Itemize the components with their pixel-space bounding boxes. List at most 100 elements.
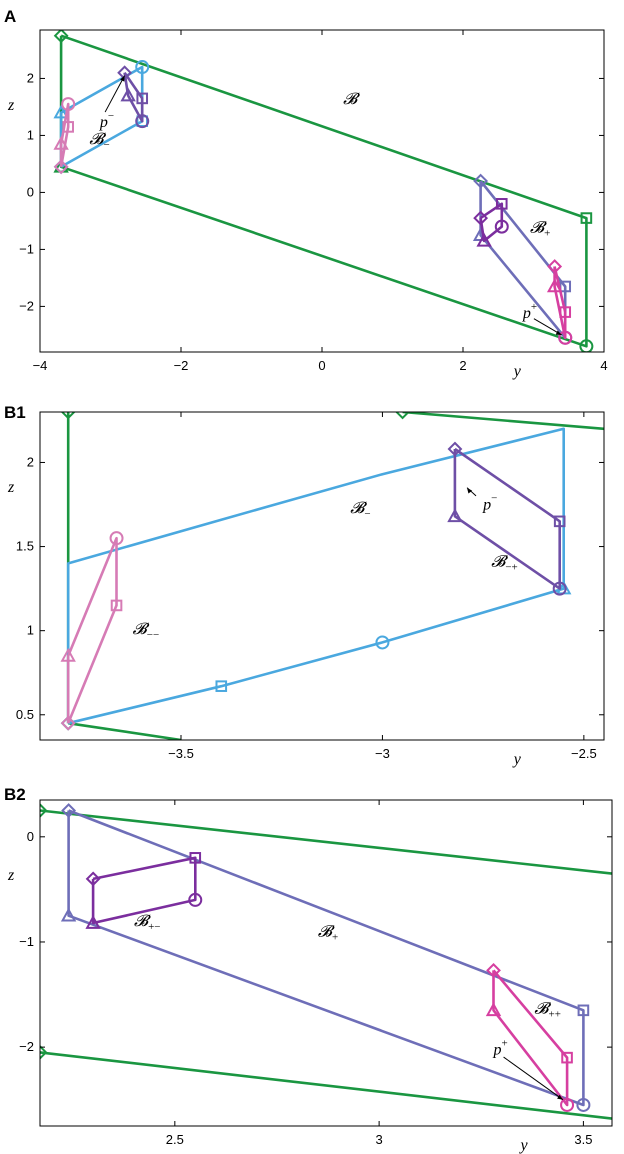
y-tick-label: −1 xyxy=(19,241,34,256)
corner-marker xyxy=(494,219,509,234)
corner-marker xyxy=(40,1044,48,1060)
corner-marker xyxy=(495,198,508,210)
series-line xyxy=(68,721,182,740)
x-axis-label: y xyxy=(512,363,522,380)
y-tick-label: 1.5 xyxy=(16,539,34,554)
corner-marker xyxy=(485,1002,502,1017)
series-line xyxy=(453,447,562,590)
arrow-head xyxy=(120,75,125,82)
y-tick-label: 0 xyxy=(27,829,34,844)
corner-marker xyxy=(577,1004,590,1017)
corner-marker xyxy=(135,114,150,129)
y-tick-label: 0.5 xyxy=(16,707,34,722)
panel-b2: B2 𝓑+− 𝓑+ 𝓑++ p+ 2.5 3 3.5 −2 −1 0 y z xyxy=(4,785,613,1154)
corner-marker xyxy=(558,330,573,345)
corner-marker xyxy=(53,159,69,175)
x-tick-label: −4 xyxy=(33,358,48,373)
region-label: p− xyxy=(482,493,497,514)
region-label: 𝓑− xyxy=(350,500,370,520)
corner-marker xyxy=(60,907,77,922)
corner-marker xyxy=(85,914,101,929)
corner-marker xyxy=(60,412,76,420)
corner-marker xyxy=(53,135,69,150)
y-axis-label: z xyxy=(7,97,15,114)
corner-marker xyxy=(576,1097,591,1112)
x-axis-label: y xyxy=(512,751,522,768)
plot-area xyxy=(53,30,594,352)
region-label: 𝓑−+ xyxy=(491,554,518,574)
series-line xyxy=(123,71,144,123)
corner-marker xyxy=(559,306,572,318)
series-line xyxy=(59,34,588,348)
series-line xyxy=(40,809,612,875)
corner-marker xyxy=(189,852,202,864)
region-label: p− xyxy=(99,110,114,131)
series-line xyxy=(40,1051,612,1120)
panel-a: A 𝓑 𝓑− 𝓑+ p− p+ −4 −2 0 2 4 −2 −1 0 1 2 y z xyxy=(4,7,608,380)
x-axis-label: y xyxy=(518,1137,528,1154)
corner-marker xyxy=(553,515,566,528)
series-line xyxy=(91,856,197,925)
region-label: 𝓑+ xyxy=(530,219,550,239)
corner-marker xyxy=(110,599,123,612)
corner-marker xyxy=(61,803,77,818)
region-label: 𝓑++ xyxy=(534,1000,561,1020)
region-label: p+ xyxy=(493,1037,508,1058)
corner-marker xyxy=(188,892,203,907)
series-line xyxy=(66,427,566,725)
y-tick-label: −2 xyxy=(19,298,34,313)
series-line xyxy=(402,412,604,431)
corner-marker xyxy=(486,962,501,978)
corner-marker xyxy=(40,803,48,818)
x-tick-label: 4 xyxy=(600,358,607,373)
y-tick-label: 2 xyxy=(27,454,34,469)
plot-area xyxy=(60,412,604,740)
series-line xyxy=(66,536,118,724)
arrow-head xyxy=(555,330,562,335)
corner-marker xyxy=(60,647,76,662)
corner-marker xyxy=(552,581,567,596)
region-label: 𝓑 xyxy=(343,91,360,108)
corner-marker xyxy=(447,441,463,457)
corner-marker xyxy=(560,1097,575,1112)
y-tick-label: 2 xyxy=(27,70,34,85)
corner-marker xyxy=(62,121,75,133)
corner-marker xyxy=(546,278,563,293)
series-line xyxy=(59,65,144,168)
corner-marker xyxy=(120,87,136,102)
y-axis-label: z xyxy=(7,867,15,884)
corner-marker xyxy=(473,210,489,226)
region-label: 𝓑−− xyxy=(133,621,160,641)
series-line xyxy=(492,969,569,1107)
x-tick-label: −3.5 xyxy=(168,746,194,761)
x-tick-label: −3 xyxy=(375,746,390,761)
corner-marker xyxy=(476,232,492,247)
corner-marker xyxy=(580,212,593,224)
panel-label: B1 xyxy=(4,403,26,422)
corner-marker xyxy=(561,1051,573,1064)
x-tick-label: 2 xyxy=(459,358,466,373)
corner-marker xyxy=(135,60,150,75)
corner-marker xyxy=(215,680,228,692)
series-line xyxy=(67,809,585,1107)
y-tick-label: −2 xyxy=(19,1039,34,1054)
corner-marker xyxy=(579,339,594,352)
arrow-head xyxy=(557,1094,563,1100)
corner-marker xyxy=(109,531,124,546)
x-tick-label: 3.5 xyxy=(574,1132,592,1147)
corner-marker xyxy=(395,412,410,420)
corner-marker xyxy=(117,65,133,81)
y-tick-label: 1 xyxy=(27,623,34,638)
corner-marker xyxy=(53,104,69,119)
corner-marker xyxy=(61,97,76,112)
x-tick-label: −2.5 xyxy=(571,746,597,761)
corner-marker xyxy=(473,173,489,189)
series-line xyxy=(59,102,70,168)
corner-marker xyxy=(447,508,463,523)
panel-label: B2 xyxy=(4,785,26,804)
x-tick-label: 3 xyxy=(375,1132,382,1147)
y-tick-label: −1 xyxy=(19,934,34,949)
corner-marker xyxy=(547,259,563,274)
annotation-arrow xyxy=(503,1056,564,1101)
